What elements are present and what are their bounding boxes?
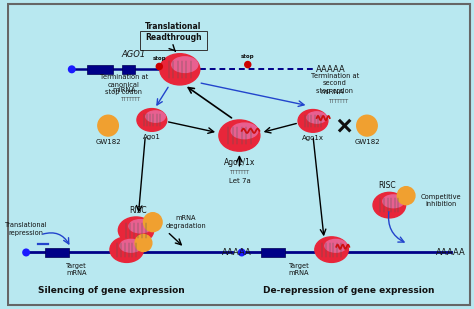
Ellipse shape (315, 237, 348, 262)
Text: Target
mRNA: Target mRNA (66, 263, 87, 276)
Text: GW182: GW182 (95, 139, 121, 145)
Ellipse shape (137, 108, 167, 131)
Ellipse shape (110, 237, 144, 262)
Text: GW182: GW182 (354, 139, 380, 145)
Circle shape (156, 63, 162, 70)
Text: miRNA: miRNA (321, 89, 344, 95)
Text: TTTTTTT: TTTTTTT (229, 170, 249, 175)
Bar (45, 248, 69, 257)
Ellipse shape (160, 54, 200, 85)
Text: TTTTTTT: TTTTTTT (328, 99, 348, 104)
Ellipse shape (146, 111, 165, 122)
Circle shape (357, 115, 377, 136)
Text: Translational
repression: Translational repression (5, 222, 47, 235)
Text: Ago1/1x: Ago1/1x (224, 158, 255, 167)
Text: De-repression of gene expression: De-repression of gene expression (263, 286, 435, 295)
Text: miRNA: miRNA (112, 87, 136, 93)
Ellipse shape (325, 239, 346, 252)
Text: AAAAA: AAAAA (222, 248, 251, 257)
Circle shape (397, 187, 415, 205)
Ellipse shape (373, 193, 406, 218)
Text: TTTTTTT: TTTTTTT (120, 97, 140, 102)
Text: mRNA
degradation: mRNA degradation (165, 215, 206, 229)
Circle shape (245, 61, 251, 68)
Text: Competitive
inhibition: Competitive inhibition (420, 194, 461, 207)
Bar (122, 65, 135, 74)
Circle shape (238, 249, 245, 256)
Text: stop: stop (241, 54, 255, 59)
Ellipse shape (120, 239, 142, 252)
Text: Termination at
canonical
stop codon: Termination at canonical stop codon (100, 74, 148, 95)
Text: stop: stop (153, 56, 166, 61)
Text: Ago1: Ago1 (143, 134, 161, 140)
Circle shape (23, 249, 29, 256)
Ellipse shape (219, 120, 260, 151)
Text: AAAAA: AAAAA (436, 248, 465, 257)
Circle shape (98, 115, 118, 136)
Text: AAAAA: AAAAA (316, 65, 346, 74)
Text: Termination at
second
stop codon: Termination at second stop codon (311, 73, 359, 94)
Ellipse shape (383, 195, 404, 208)
Text: Target
mRNA: Target mRNA (289, 263, 310, 276)
Circle shape (144, 213, 162, 232)
Ellipse shape (231, 123, 258, 139)
Text: Translational
Readthrough: Translational Readthrough (145, 22, 201, 42)
Text: RISC: RISC (129, 205, 146, 215)
Ellipse shape (307, 112, 327, 123)
Ellipse shape (118, 217, 154, 243)
Text: Let 7a: Let 7a (228, 178, 250, 184)
Circle shape (69, 66, 75, 73)
Ellipse shape (172, 57, 198, 72)
Circle shape (135, 235, 152, 252)
Text: AGO1: AGO1 (121, 50, 146, 59)
Ellipse shape (298, 110, 328, 132)
Text: RISC: RISC (379, 181, 396, 190)
Text: Silencing of gene expression: Silencing of gene expression (38, 286, 185, 295)
Bar (87, 65, 112, 74)
Text: Ago1x: Ago1x (302, 135, 324, 141)
Bar (261, 248, 284, 257)
Ellipse shape (129, 220, 152, 233)
